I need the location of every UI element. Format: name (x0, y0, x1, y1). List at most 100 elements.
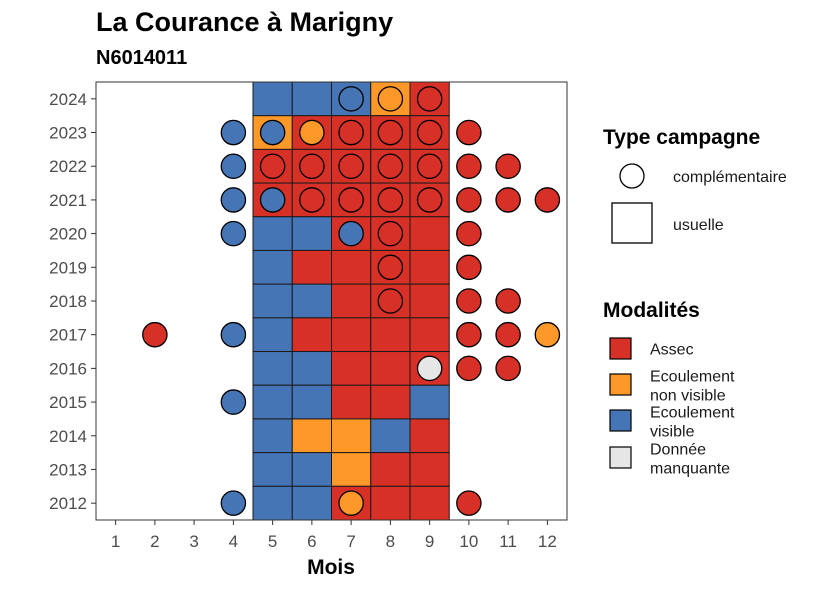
point-2017-12 (534, 321, 561, 348)
point-2022-6 (299, 153, 325, 180)
x-tick-label: 3 (189, 532, 198, 551)
x-tick-label: 5 (268, 532, 277, 551)
point-2017-2 (142, 321, 168, 348)
tile-2012-6 (291, 485, 332, 521)
tile-2016-6 (291, 351, 332, 386)
legend-modalites-title: Modalités (603, 299, 700, 322)
x-tick-label: 8 (386, 532, 395, 551)
point-2021-5 (259, 187, 286, 213)
legend-label-1-1: non visible (650, 388, 726, 405)
tile-2020-5 (252, 216, 293, 251)
point-2021-12 (534, 187, 561, 213)
point-2023-6 (299, 119, 325, 146)
tile-2014-5 (252, 418, 293, 454)
x-tick-label: 10 (459, 532, 478, 551)
point-2016-9 (416, 355, 443, 382)
tile-2017-8 (370, 317, 411, 353)
y-tick-label: 2022 (49, 157, 87, 176)
x-tick-label: 11 (499, 532, 517, 551)
plot-area (96, 81, 567, 521)
tile-2019-6 (291, 249, 332, 285)
legend-key-1 (609, 373, 632, 396)
tile-2016-5 (252, 351, 293, 386)
legend-label-1-0: Ecoulement (650, 369, 735, 386)
tile-2015-8 (370, 384, 411, 420)
point-2019-8 (377, 254, 404, 281)
point-2018-11 (495, 288, 521, 314)
legend-label-2-0: Ecoulement (650, 405, 735, 422)
tile-2018-6 (291, 283, 332, 319)
legend-circle-symbol (619, 163, 645, 189)
legend-square-symbol (611, 202, 653, 244)
legend-key-0 (609, 337, 632, 360)
legend-label-3-1: manquante (650, 461, 730, 478)
y-tick-label: 2014 (49, 427, 87, 446)
tile-2014-7 (331, 418, 372, 454)
tile-2024-5 (252, 81, 293, 117)
tile-2019-5 (252, 249, 293, 285)
point-2023-4 (220, 119, 247, 146)
tile-2013-8 (370, 452, 411, 487)
point-2012-4 (220, 490, 247, 516)
tile-2012-5 (252, 485, 293, 521)
tile-2015-9 (409, 384, 450, 420)
x-tick-label: 6 (307, 532, 316, 551)
x-tick-label: 4 (229, 532, 238, 551)
tile-2012-9 (409, 485, 450, 521)
point-2012-10 (456, 490, 482, 516)
x-tick-label: 7 (346, 532, 355, 551)
point-2023-10 (456, 119, 482, 146)
point-2023-5 (259, 119, 286, 146)
y-tick-label: 2013 (49, 460, 87, 479)
y-tick-label: 2016 (49, 359, 87, 378)
tile-2019-9 (409, 249, 450, 285)
point-2024-9 (416, 86, 443, 112)
point-2016-11 (495, 355, 521, 382)
point-2022-11 (495, 153, 521, 180)
y-tick-label: 2023 (49, 124, 87, 143)
tile-2013-6 (291, 452, 332, 487)
y-tick-label: 2017 (49, 326, 87, 345)
tile-2014-8 (370, 418, 411, 454)
y-tick-label: 2015 (49, 393, 87, 412)
legend-type-title: Type campagne (603, 126, 760, 149)
point-2020-7 (338, 220, 364, 247)
point-2021-8 (377, 187, 404, 213)
point-2019-10 (456, 254, 482, 281)
x-tick-label: 1 (111, 532, 120, 551)
legend-type-campagne: Type campagne complémentaire usuelle (603, 126, 787, 244)
point-2018-8 (377, 288, 404, 314)
tile-2015-5 (252, 384, 293, 420)
legend-key-2 (609, 409, 632, 432)
point-2022-9 (416, 153, 443, 180)
point-2021-10 (456, 187, 482, 213)
y-tick-label: 2021 (49, 191, 87, 210)
chart-title: La Courance à Marigny (96, 7, 393, 37)
legend-key-3 (609, 446, 632, 469)
tile-2013-7 (331, 452, 372, 487)
point-2016-10 (456, 355, 482, 382)
point-2012-7 (338, 490, 364, 516)
point-2022-4 (220, 153, 247, 180)
tile-2015-6 (291, 384, 332, 420)
tile-2016-8 (370, 351, 411, 386)
tile-2016-7 (331, 351, 372, 386)
point-2023-7 (338, 119, 364, 146)
point-2017-11 (495, 321, 521, 348)
tile-2017-5 (252, 317, 293, 353)
point-2017-4 (220, 321, 247, 348)
legend-label-2-1: visible (650, 424, 695, 441)
y-tick-label: 2020 (49, 225, 87, 244)
x-axis-label: Mois (307, 556, 355, 579)
y-tick-label: 2018 (49, 292, 87, 311)
tile-2017-6 (291, 317, 332, 353)
tile-2018-7 (331, 283, 372, 319)
point-2015-4 (220, 389, 247, 415)
y-tick-label: 2012 (49, 494, 87, 513)
point-2022-5 (259, 153, 286, 180)
tile-2013-9 (409, 452, 450, 487)
legend-label-0-0: Assec (650, 342, 694, 359)
point-2024-7 (338, 86, 364, 112)
legend-type-item-usuelle: usuelle (673, 217, 724, 234)
